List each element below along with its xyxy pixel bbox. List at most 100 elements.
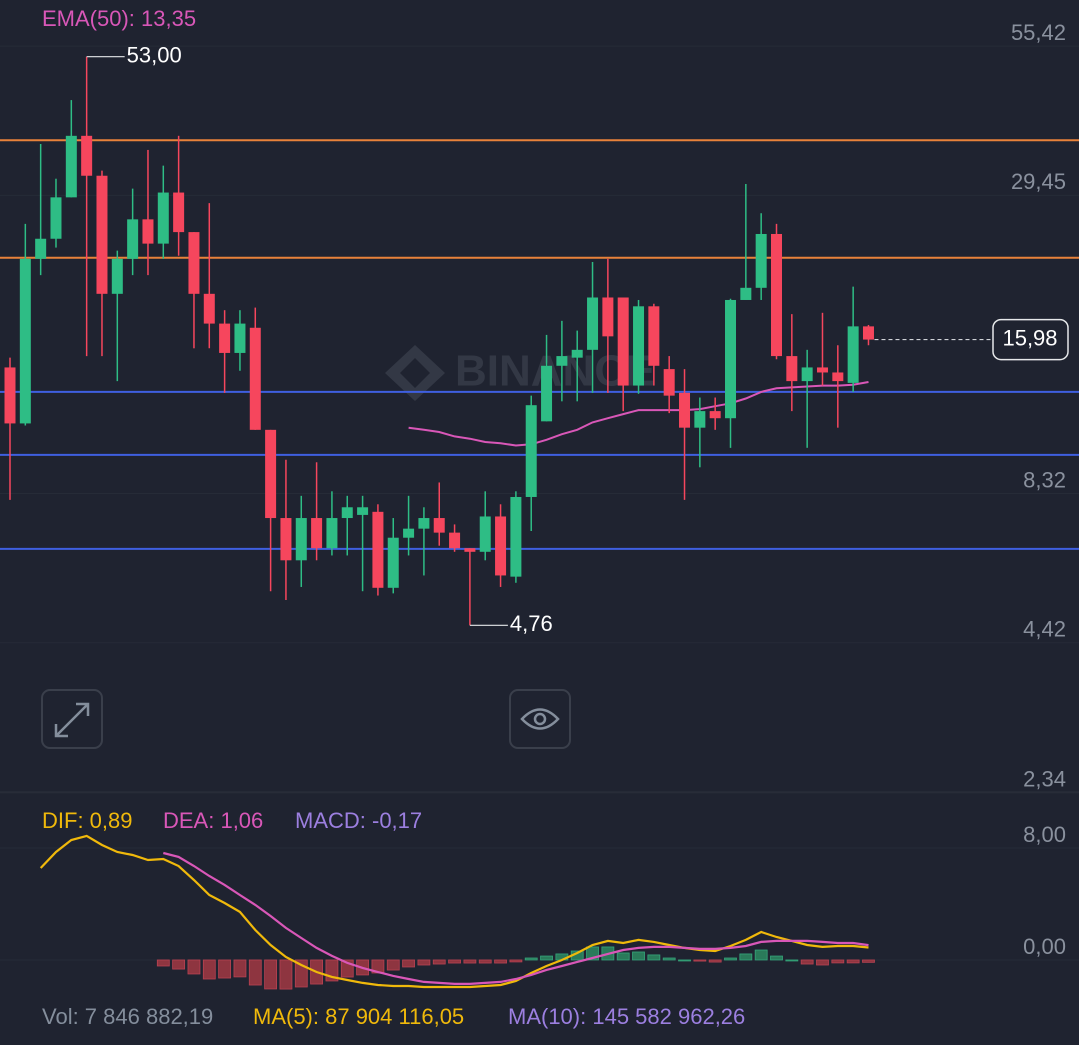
extreme-label: 4,76 (510, 611, 553, 636)
indicator-legend: DEA: 1,06 (163, 808, 263, 833)
y-tick-label: 55,42 (1011, 20, 1066, 45)
extreme-label: 53,00 (127, 43, 182, 68)
candle-body (188, 232, 200, 294)
candle-body (326, 518, 338, 549)
candle-body (617, 297, 629, 386)
histogram-bar (647, 954, 661, 961)
candle-body (96, 175, 108, 294)
eye-icon[interactable] (520, 708, 560, 730)
candle-body (418, 518, 430, 529)
candle-body (801, 367, 813, 382)
volume-legend: Vol: 7 846 882,19 (42, 1004, 213, 1029)
candle-body (403, 528, 415, 538)
candle-body (694, 411, 706, 428)
candle-body (847, 326, 859, 383)
visibility-button-frame[interactable] (509, 689, 571, 749)
histogram-bar (494, 959, 507, 964)
candle-body (510, 496, 522, 577)
ema-legend: EMA(50): 13,35 (42, 6, 196, 31)
candle-body (127, 219, 139, 259)
candle-body (341, 507, 353, 519)
candle-body (663, 369, 675, 396)
candle-body (541, 365, 553, 422)
histogram-bar (678, 959, 691, 962)
candle-body (35, 238, 47, 259)
candle-body (295, 518, 307, 561)
candle-body (142, 219, 154, 244)
histogram-bar (264, 959, 278, 990)
y-tick-label: 8,32 (1023, 467, 1066, 492)
candle-body (786, 356, 798, 382)
candle-body (311, 518, 323, 549)
histogram-bar (739, 953, 753, 961)
y-tick-label: 4,42 (1023, 617, 1066, 642)
histogram-bar (770, 955, 783, 961)
volume-legend: MA(5): 87 904 116,05 (253, 1004, 464, 1029)
candle-body (633, 306, 645, 386)
histogram-bar (800, 959, 814, 965)
histogram-bar (478, 959, 492, 964)
candle-body (464, 548, 476, 552)
candle-body (755, 233, 767, 288)
y-tick-label: 0,00 (1023, 934, 1066, 959)
candle-body (65, 135, 77, 198)
histogram-bar (754, 949, 768, 961)
histogram-bar (417, 959, 431, 966)
histogram-bar (448, 959, 461, 964)
eye-pupil[interactable] (533, 712, 547, 726)
candle-body (587, 297, 599, 350)
histogram-bar (862, 959, 875, 963)
histogram-bar (708, 959, 722, 963)
candle-body (81, 135, 93, 176)
histogram-bar (540, 955, 553, 961)
histogram-bar (693, 959, 707, 962)
volume-legend: MA(10): 145 582 962,26 (508, 1004, 745, 1029)
watermark-logo (385, 345, 445, 401)
candle-body (648, 306, 660, 366)
candle-body (832, 372, 844, 382)
expand-button[interactable] (41, 689, 103, 749)
y-tick-label: 2,34 (1023, 767, 1066, 792)
histogram-bar (386, 959, 400, 971)
histogram-bar (662, 957, 676, 961)
histogram-bar (218, 959, 232, 979)
expand-button-frame[interactable] (41, 689, 103, 749)
visibility-button[interactable] (509, 689, 571, 749)
histogram-bar (233, 959, 247, 978)
candle-body (265, 429, 277, 519)
histogram-bar (156, 959, 170, 967)
candle-body (679, 392, 691, 428)
macd-line (163, 851, 869, 985)
candle-body (203, 293, 215, 324)
candle-body (525, 405, 537, 497)
candle-body (740, 287, 752, 300)
candle-body (50, 197, 62, 239)
histogram-bar (463, 959, 477, 964)
candle-body (571, 349, 583, 358)
candle-body (433, 518, 445, 533)
last-price-label: 15,98 (1002, 325, 1057, 350)
histogram-bar (509, 959, 523, 963)
histogram-bar (524, 957, 538, 961)
candle-body (449, 532, 461, 549)
candle-body (219, 323, 231, 353)
candle-body (862, 326, 874, 340)
last-price-box (992, 318, 1069, 361)
histogram-bar (202, 959, 216, 980)
candle-body (249, 327, 261, 430)
candle-body (495, 516, 507, 576)
histogram-bar (831, 959, 845, 964)
candle-body (387, 537, 399, 588)
candle-body (357, 507, 369, 515)
expand-icon[interactable] (54, 702, 90, 738)
candle-body (157, 192, 169, 244)
histogram-bar (785, 959, 799, 962)
macd-line (39, 834, 869, 989)
candle-body (111, 258, 123, 294)
candle-body (602, 297, 614, 337)
histogram-bar (248, 959, 262, 986)
y-tick-label: 29,45 (1011, 169, 1066, 194)
histogram-bar (632, 951, 645, 961)
